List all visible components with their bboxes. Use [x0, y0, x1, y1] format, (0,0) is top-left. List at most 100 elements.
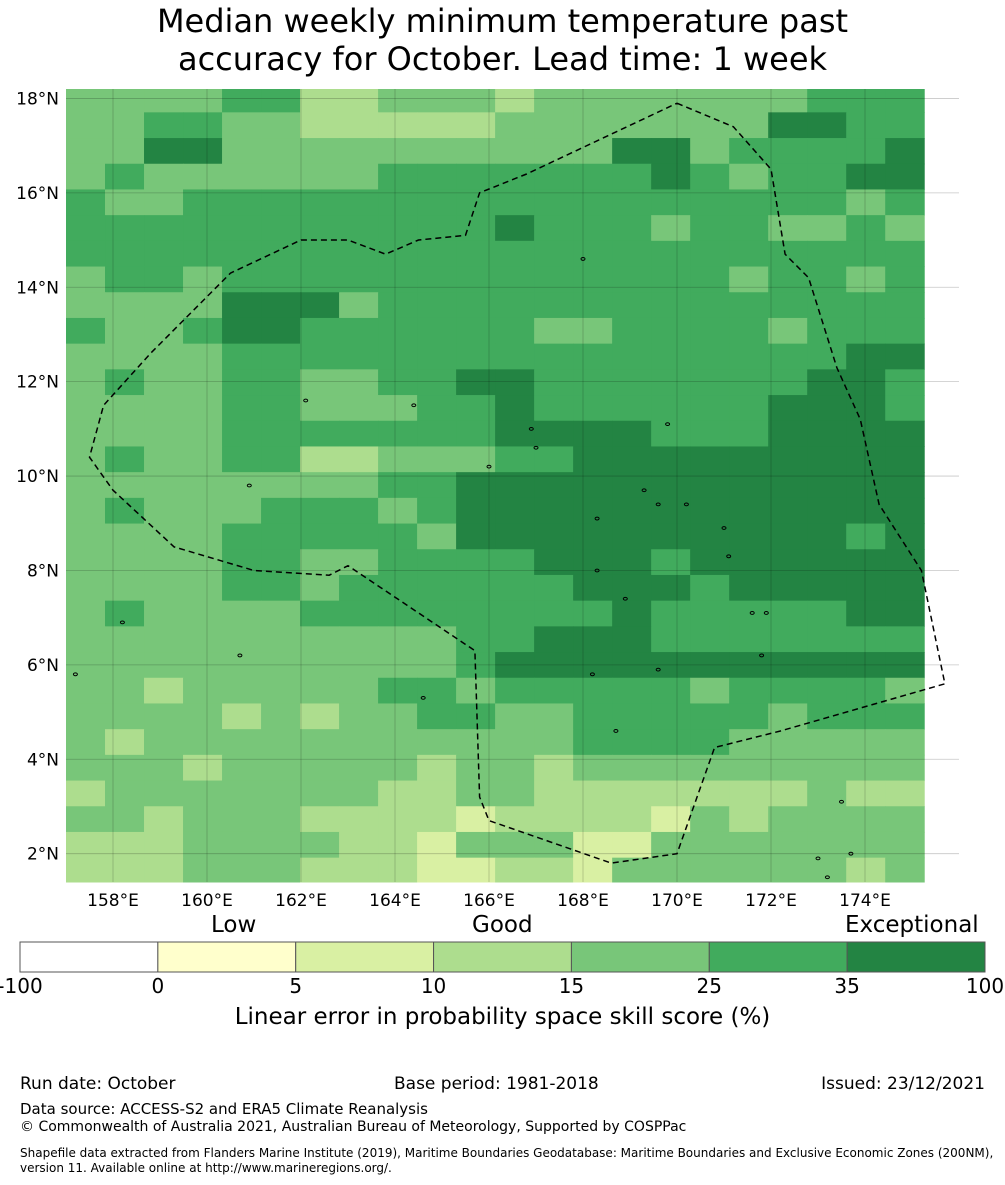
skill-cell — [495, 780, 535, 807]
skill-cell — [456, 574, 496, 602]
skill-cell — [261, 600, 301, 627]
skill-cell — [339, 89, 379, 113]
colorbar-segment — [708, 941, 848, 973]
skill-cell — [846, 780, 886, 807]
skill-cell — [456, 343, 496, 370]
skill-cell — [300, 600, 340, 627]
skill-cell — [183, 857, 223, 883]
skill-cell — [222, 138, 262, 165]
skill-cell — [66, 189, 106, 216]
skill-cell — [417, 549, 457, 576]
skill-cell — [651, 652, 691, 679]
skill-cell — [534, 574, 574, 602]
skill-cell — [105, 780, 145, 807]
island-outline — [72, 672, 78, 677]
skill-cell — [651, 472, 691, 499]
skill-cell — [417, 89, 457, 113]
skill-cell — [456, 446, 496, 473]
skill-cell — [846, 266, 886, 293]
skill-cell — [807, 446, 847, 473]
skill-cell — [573, 729, 613, 756]
skill-cell — [417, 523, 457, 550]
skill-cell — [729, 472, 769, 499]
skill-cell — [183, 420, 223, 447]
skill-cell — [378, 89, 418, 113]
skill-cell — [66, 523, 106, 550]
skill-cell — [768, 754, 808, 782]
lon-tick-label: 164°E — [369, 891, 421, 911]
skill-cell — [144, 806, 184, 833]
skill-map[interactable]: 18°N 16°N 14°N 12°N 10°N 8°N 6°N 4°N 2°N 158°E 16… — [0, 84, 1005, 914]
skill-cell — [183, 369, 223, 396]
skill-cell — [66, 780, 106, 807]
skill-cell — [417, 317, 457, 345]
skill-cell — [66, 652, 106, 679]
skill-cell — [846, 317, 886, 345]
skill-cell — [378, 574, 418, 602]
skill-cell — [573, 780, 613, 807]
skill-cell — [690, 240, 730, 268]
skill-cell — [651, 189, 691, 216]
skill-cell — [768, 729, 808, 756]
skill-cell — [690, 420, 730, 447]
skill-cell — [612, 523, 652, 550]
skill-cell — [807, 395, 847, 422]
skill-cell — [144, 446, 184, 473]
skill-cell — [534, 754, 574, 782]
skill-cell — [807, 215, 847, 242]
skill-cell — [300, 806, 340, 833]
lon-tick-label: 166°E — [463, 891, 515, 911]
lat-tick-label: 12°N — [16, 373, 59, 393]
skill-cell — [378, 754, 418, 782]
skill-cell — [768, 600, 808, 627]
skill-cell — [495, 574, 535, 602]
skill-cell — [807, 626, 847, 653]
skill-cell — [300, 343, 340, 370]
skill-cell — [612, 780, 652, 807]
island-outline — [237, 653, 243, 658]
skill-cell — [768, 780, 808, 807]
skill-cell — [885, 446, 925, 473]
skill-cell — [729, 395, 769, 422]
skill-cell — [885, 600, 925, 627]
skill-cell — [612, 831, 652, 859]
skill-cell — [144, 857, 184, 883]
skill-cell — [66, 626, 106, 653]
skill-cell — [846, 112, 886, 139]
skill-cell — [378, 677, 418, 704]
colorbar-segment — [846, 941, 986, 973]
skill-cell — [456, 369, 496, 396]
skill-cell — [534, 677, 574, 704]
skill-cell — [222, 626, 262, 653]
skill-cell — [105, 549, 145, 576]
skill-cell — [690, 266, 730, 293]
skill-cell — [183, 317, 223, 345]
skill-cell — [690, 138, 730, 165]
skill-cell — [300, 292, 340, 319]
skill-cell — [66, 574, 106, 602]
skill-cell — [144, 240, 184, 268]
skill-cell — [300, 215, 340, 242]
skill-cell — [495, 806, 535, 833]
skill-cell — [339, 138, 379, 165]
skill-cell — [885, 215, 925, 242]
skill-cell — [105, 266, 145, 293]
skill-cell — [456, 266, 496, 293]
skill-cell — [339, 292, 379, 319]
skill-cell — [534, 831, 574, 859]
colorbar-segment — [19, 941, 159, 973]
skill-cell — [183, 497, 223, 525]
skill-cell — [261, 215, 301, 242]
skill-cell — [651, 112, 691, 139]
skill-cell — [495, 600, 535, 627]
island-outline — [580, 257, 586, 261]
skill-cell — [534, 626, 574, 653]
skill-cell — [456, 677, 496, 704]
skill-cell — [612, 420, 652, 447]
skill-cell — [261, 369, 301, 396]
skill-cell — [417, 163, 457, 190]
skill-cell — [378, 857, 418, 883]
skill-cell — [729, 292, 769, 319]
skill-cell — [300, 369, 340, 396]
skill-cell — [729, 89, 769, 113]
